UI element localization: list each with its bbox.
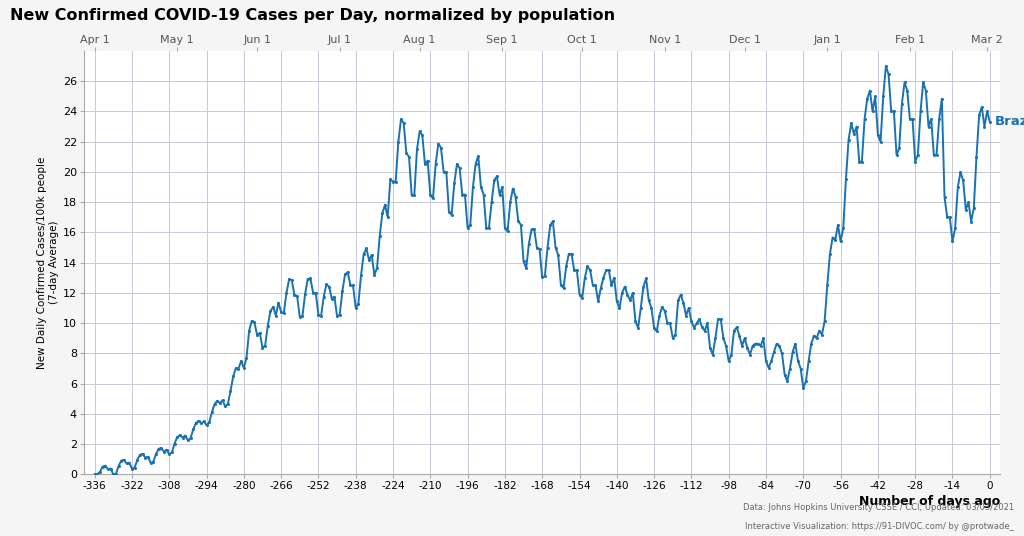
Text: Data: Johns Hopkins University CSSE / CCI; Updated: 03/03/2021: Data: Johns Hopkins University CSSE / CC… <box>742 503 1014 512</box>
Text: Interactive Visualization: https://91-DIVOC.com/ by @protwade_: Interactive Visualization: https://91-DI… <box>744 522 1014 531</box>
Text: New Confirmed COVID-19 Cases per Day, normalized by population: New Confirmed COVID-19 Cases per Day, no… <box>10 8 615 23</box>
Text: Brazil: Brazil <box>995 115 1024 128</box>
X-axis label: Number of days ago: Number of days ago <box>859 495 1000 509</box>
Y-axis label: New Daily Confirmed Cases/100k people
(7-day Average): New Daily Confirmed Cases/100k people (7… <box>37 157 58 369</box>
